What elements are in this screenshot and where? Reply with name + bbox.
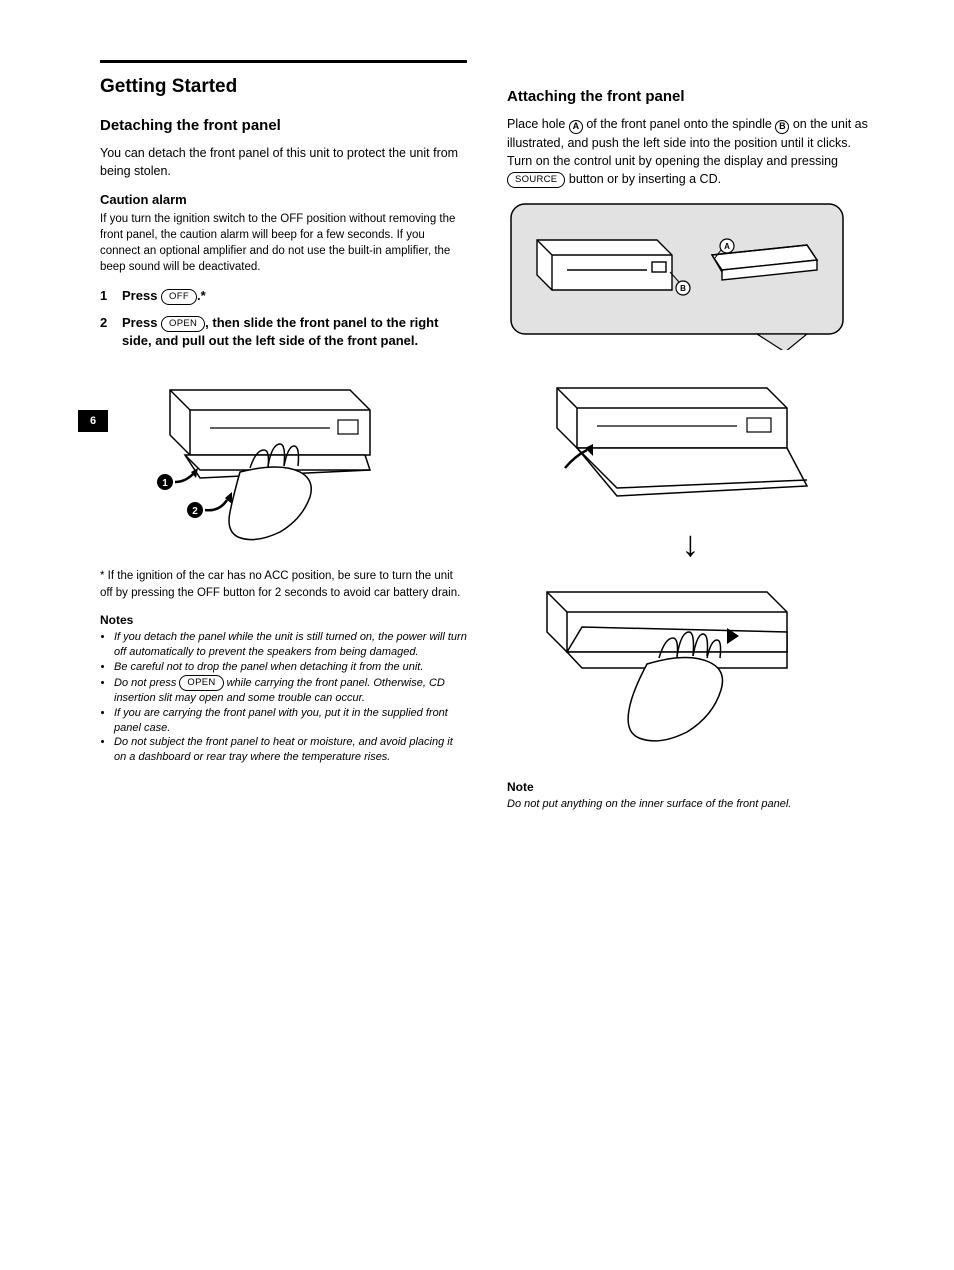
- two-column-layout: Getting Started Detaching the front pane…: [100, 60, 874, 812]
- source-button-label: SOURCE: [507, 172, 565, 188]
- note-item: If you detach the panel while the unit i…: [114, 630, 467, 660]
- step-list: Press OFF.* Press OPEN, then slide the f…: [100, 287, 467, 350]
- close-illustration: [507, 572, 874, 762]
- footnote-text: * If the ignition of the car has no ACC …: [100, 570, 460, 599]
- inset-label-a: A: [724, 242, 730, 251]
- open-button-label: OPEN: [161, 316, 205, 332]
- attach-detail-inset: A B: [507, 200, 874, 350]
- attach-pre: Place hole: [507, 117, 569, 131]
- illus-step-dot-2: 2: [192, 506, 198, 517]
- attach-close-suffix: button or by inserting a CD.: [565, 172, 721, 186]
- caution-body: If you turn the ignition switch to the O…: [100, 211, 467, 275]
- footnote: * If the ignition of the car has no ACC …: [100, 568, 467, 601]
- chapter-heading: Getting Started: [100, 75, 467, 99]
- attach-mid1: of the front panel onto the spindle: [583, 117, 776, 131]
- off-button-label: OFF: [161, 289, 197, 305]
- page-number-tab: 6: [78, 410, 108, 432]
- attach-swing-illustration: [507, 368, 874, 508]
- circled-a: A: [569, 120, 583, 134]
- step2-prefix: Press: [122, 315, 161, 330]
- section-title-detach: Detaching the front panel: [100, 117, 467, 134]
- note-body-right: Do not put anything on the inner surface…: [507, 797, 874, 812]
- section-title-attach: Attaching the front panel: [507, 88, 874, 105]
- note-prefix: Do not press: [114, 677, 179, 689]
- note-item: If you are carrying the front panel with…: [114, 706, 467, 736]
- note-item: Be careful not to drop the panel when de…: [114, 660, 467, 675]
- detach-illustration: 1 2: [100, 360, 467, 550]
- notes-heading: Notes: [100, 613, 467, 627]
- open-button-label-note: OPEN: [179, 675, 223, 691]
- right-column: Attaching the front panel Place hole A o…: [507, 60, 874, 812]
- left-column: Getting Started Detaching the front pane…: [100, 60, 467, 812]
- step-2: Press OPEN, then slide the front panel t…: [100, 314, 467, 350]
- note-item: Do not subject the front panel to heat o…: [114, 735, 467, 765]
- step1-suffix: .*: [197, 288, 206, 303]
- step-1: Press OFF.*: [100, 287, 467, 305]
- heading-rule: [100, 60, 467, 63]
- step1-prefix: Press: [122, 288, 161, 303]
- attach-body: Place hole A of the front panel onto the…: [507, 115, 874, 188]
- circled-b: B: [775, 120, 789, 134]
- note-item: Do not press OPEN while carrying the fro…: [114, 675, 467, 706]
- attach-close-body: Turn on the control unit by opening the …: [507, 154, 838, 168]
- manual-page: Getting Started Detaching the front pane…: [0, 0, 954, 852]
- caution-heading: Caution alarm: [100, 192, 467, 207]
- inset-label-b: B: [680, 284, 686, 293]
- illus-step-dot-1: 1: [162, 478, 168, 489]
- notes-list: If you detach the panel while the unit i…: [100, 630, 467, 765]
- intro-text: You can detach the front panel of this u…: [100, 144, 467, 180]
- down-arrow-icon: ↓: [507, 526, 874, 562]
- note-heading-right: Note: [507, 780, 874, 794]
